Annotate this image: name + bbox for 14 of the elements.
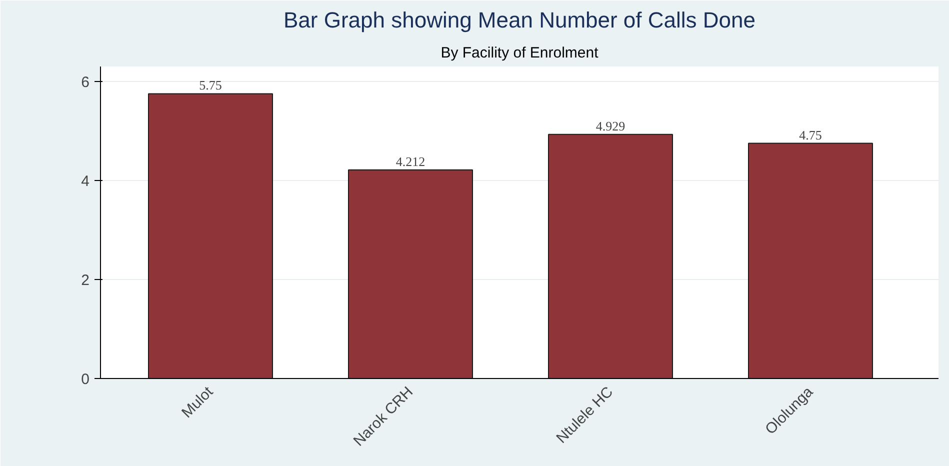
y-tick-label: 6 xyxy=(81,74,90,91)
data-label: 5.75 xyxy=(199,78,222,93)
y-tick-label: 4 xyxy=(81,172,90,190)
y-tick-label: 2 xyxy=(81,272,90,289)
bar xyxy=(748,142,873,378)
bar xyxy=(348,169,473,378)
data-label: 4.75 xyxy=(799,127,822,142)
data-label: 4.929 xyxy=(596,118,626,134)
bar xyxy=(548,134,673,378)
data-label: 4.212 xyxy=(396,154,426,169)
y-tick-label: 0 xyxy=(81,371,90,388)
bar xyxy=(148,93,273,378)
chart-title: Bar Graph showing Mean Number of Calls Done xyxy=(284,8,756,32)
chart-subtitle: By Facility of Enrolment xyxy=(440,44,600,62)
